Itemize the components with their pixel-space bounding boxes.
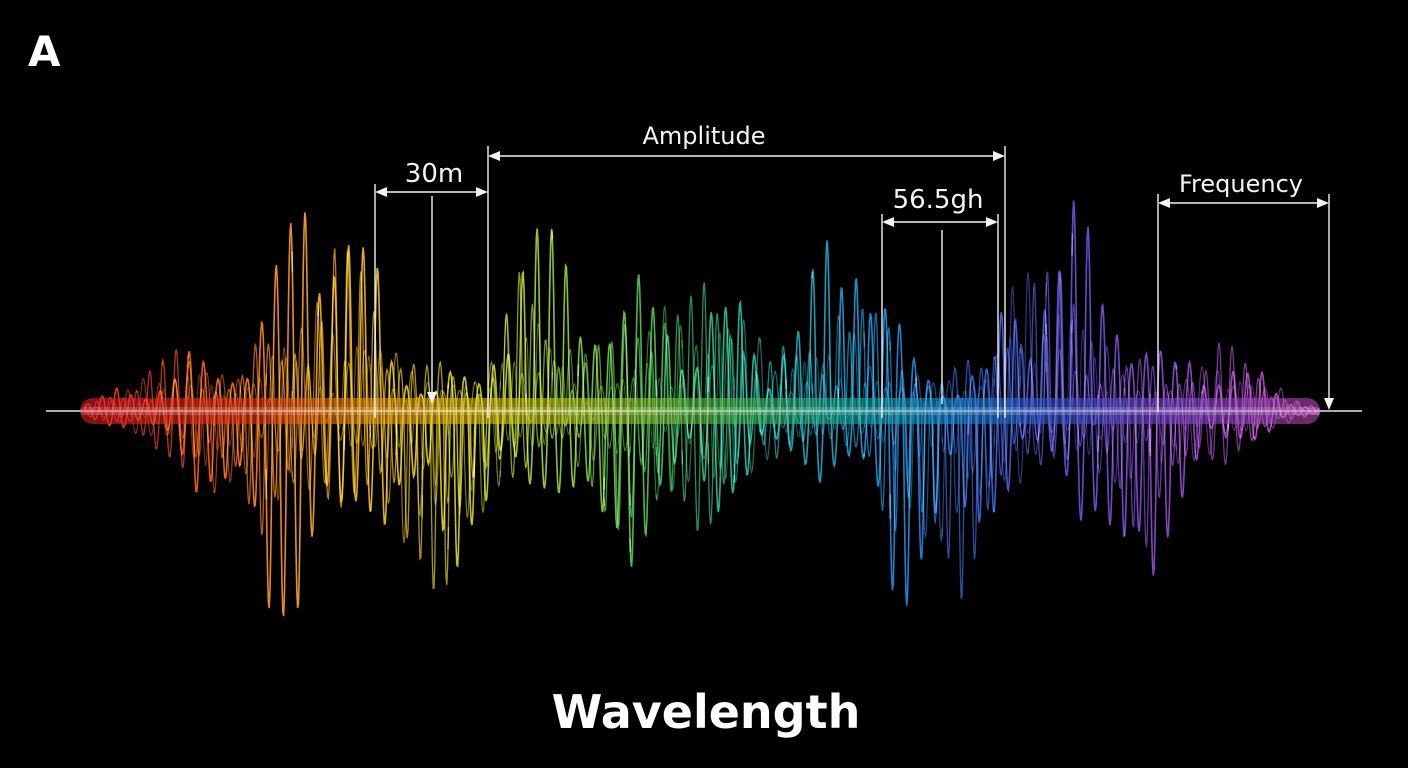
waveform-segment [265, 223, 294, 617]
waveform-segment [759, 338, 787, 462]
waveform-segment [395, 352, 423, 544]
waveform-segment [837, 308, 866, 448]
waveform-segment [1097, 367, 1126, 490]
left-measure-dimension: 30m [374, 159, 488, 418]
waveform-segment [473, 363, 502, 502]
waveform-segment [1227, 383, 1255, 431]
waveform-segment [1175, 359, 1204, 498]
waveform-segment [577, 353, 605, 467]
left-measure-label: 30m [405, 159, 463, 189]
waveform-segment [629, 337, 658, 518]
panel-letter: A [28, 27, 61, 76]
waveform-segment [499, 337, 527, 442]
amplitude-dimension: Amplitude [487, 122, 1006, 418]
center-glow [80, 398, 1320, 424]
waveform-segment [967, 379, 995, 488]
waveform-segment [1227, 345, 1256, 453]
waveform-segment [343, 348, 371, 445]
waveform-segment [317, 306, 345, 484]
waveform-segment [1019, 272, 1047, 484]
waveform-segment [707, 328, 735, 471]
frequency-label: Frequency [1179, 170, 1303, 198]
waveform-segment [421, 360, 450, 590]
amplitude-label: Amplitude [643, 122, 766, 150]
waveform-segment [1045, 271, 1074, 461]
waveform-segment [421, 381, 449, 505]
waveform-segment [785, 271, 814, 466]
waveform-segment [1123, 378, 1151, 480]
waveform-segment [733, 299, 762, 483]
waveform-segment [291, 212, 320, 609]
waveform-segment [1227, 370, 1256, 440]
waveform-segment [863, 312, 892, 512]
waveform-segment [1019, 309, 1048, 443]
waveform-segment [1019, 336, 1047, 435]
waveform-segment [239, 342, 268, 535]
waveform-segment [889, 380, 917, 483]
waveform-segment [1071, 341, 1099, 469]
waveform-segment [863, 365, 891, 440]
waveform-segment [551, 231, 580, 494]
center-highlight [80, 407, 1320, 415]
waveform-segment [655, 305, 683, 501]
waveform-segment [1071, 329, 1099, 456]
waveform-segment [343, 251, 372, 495]
waveform-segment [629, 330, 657, 499]
waveform-segment [1045, 233, 1074, 477]
waveform-segment [707, 313, 736, 525]
waveform-segment [265, 347, 293, 501]
waveform-segment [187, 374, 215, 466]
waveform-segment [447, 383, 475, 516]
waveform-segment [941, 360, 969, 599]
waveform-segment [369, 363, 397, 459]
mid-measure-dimension: 56.5gh [881, 185, 999, 418]
mid-measure-label: 56.5gh [893, 185, 984, 215]
waveform-segment [499, 312, 527, 478]
waveform-segment [941, 379, 969, 537]
diagram-title: Wavelength [552, 685, 861, 739]
waveform-segment [1071, 200, 1100, 521]
waveform-segment [525, 323, 553, 450]
waveform-segment [707, 332, 735, 480]
waveform-segment [239, 382, 267, 475]
waveform-segment [603, 382, 631, 452]
waveform-segment [967, 379, 995, 497]
waveform-segment [1149, 390, 1177, 464]
waveform-segment [863, 308, 892, 519]
waveform-segment [785, 349, 814, 447]
waveform-segment [629, 362, 657, 462]
waveform-segment [681, 339, 709, 483]
waveform-segment [993, 347, 1022, 478]
waveform-segment [967, 356, 996, 560]
frequency-dimension: Frequency [1157, 170, 1334, 412]
